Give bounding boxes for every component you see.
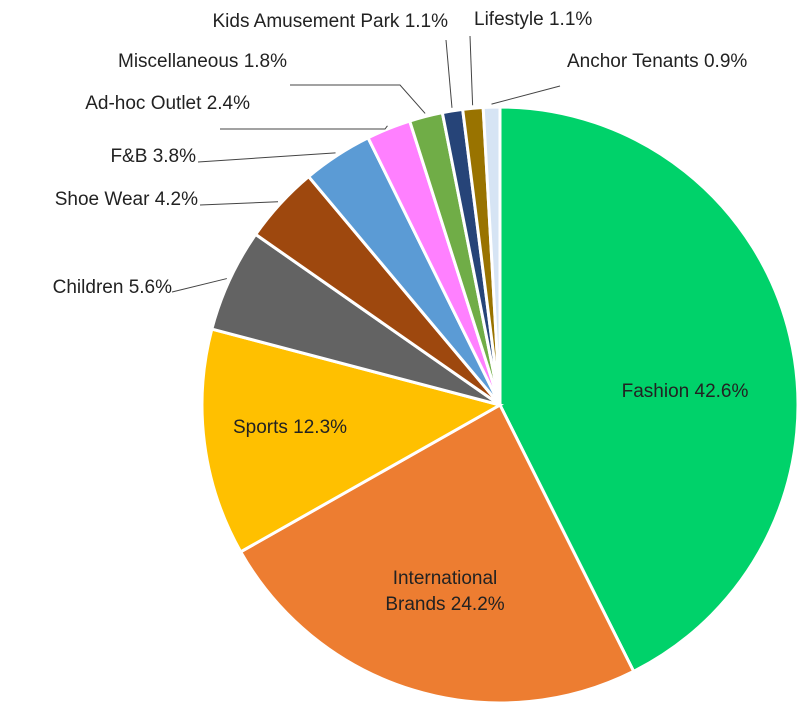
data-label: Sports 12.3% [233, 415, 347, 441]
pie-slice [481, 105, 502, 406]
label-category: Miscellaneous [118, 51, 239, 72]
data-label: Shoe Wear 4.2% [55, 187, 198, 213]
label-value: 5.6% [128, 277, 172, 298]
data-label: Lifestyle 1.1% [474, 7, 592, 33]
leader-line [171, 278, 227, 293]
label-category: Children [52, 277, 124, 298]
label-value: 1.1% [404, 11, 448, 32]
label-value: 1.8% [243, 51, 287, 72]
label-category: F&B [110, 146, 148, 167]
data-label: F&B 3.8% [110, 144, 196, 170]
leader-line [290, 84, 426, 114]
label-category: Fashion [621, 381, 690, 402]
data-label: Anchor Tenants 0.9% [567, 49, 747, 75]
label-category: Shoe Wear [54, 189, 150, 210]
label-value: 3.8% [152, 146, 196, 167]
leader-line [199, 201, 279, 206]
data-label: Children 5.6% [53, 275, 172, 301]
data-label: Ad-hoc Outlet 2.4% [85, 91, 250, 117]
label-category: Anchor Tenants [567, 51, 699, 72]
label-value: 42.6% [694, 381, 749, 402]
label-value: 2.4% [206, 93, 250, 114]
leader-line [220, 125, 388, 130]
label-category: Ad-hoc Outlet [85, 93, 202, 114]
data-label: Kids Amusement Park 1.1% [212, 9, 448, 35]
label-category: Lifestyle [474, 9, 544, 30]
label-value: 0.9% [703, 51, 748, 72]
pie-slice [200, 327, 504, 554]
leader-line [445, 39, 453, 108]
label-category: International Brands [385, 568, 498, 615]
leader-line [469, 35, 474, 106]
pie-slice [238, 402, 636, 704]
pie-slice [498, 105, 800, 674]
label-value: 4.2% [154, 189, 198, 210]
label-value: 12.3% [293, 417, 348, 438]
label-value: 24.2% [450, 594, 505, 615]
label-value: 1.1% [548, 9, 593, 30]
label-category: Kids Amusement Park [212, 11, 400, 32]
leader-line [491, 85, 561, 105]
data-label: Miscellaneous 1.8% [118, 49, 287, 75]
data-label: Fashion 42.6% [622, 379, 749, 405]
label-category: Sports [232, 417, 288, 438]
leader-line [197, 152, 336, 163]
data-label: International Brands 24.2% [370, 566, 520, 618]
